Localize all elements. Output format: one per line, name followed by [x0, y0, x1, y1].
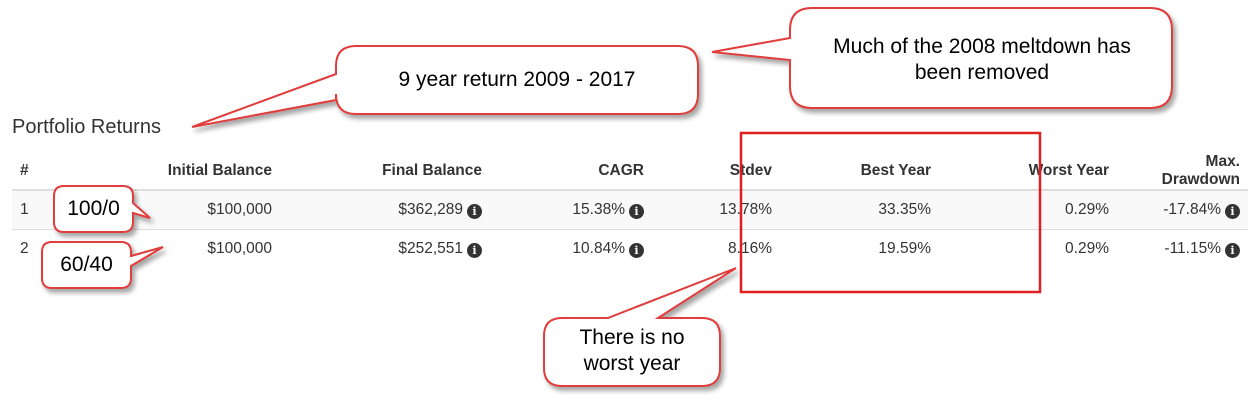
callout-no-worst-year-text: There is no worst year [579, 326, 685, 375]
final-balance-value: $362,289 [398, 201, 463, 218]
max-drawdown-cell: -11.15% i [1117, 229, 1248, 268]
worst-year-value: 0.29% [1065, 201, 1109, 218]
callout-no-worst-year-bubble [543, 267, 737, 387]
table-row: 1 $100,000 $362,289 i 15.38% i 13.78% 33.3… [12, 189, 1248, 230]
table-row: 2 $100,000 $252,551 i 10.84% i 8.16% 19.59… [12, 229, 1248, 268]
info-circle-icon[interactable]: i [629, 204, 644, 219]
stdev-cell: 8.16% [652, 229, 780, 268]
cagr-cell: 15.38% i [490, 189, 652, 230]
header-max-drawdown[interactable]: Max. Drawdown [1117, 152, 1248, 191]
header-initial-balance[interactable]: Initial Balance [50, 152, 280, 191]
info-circle-icon[interactable]: i [1225, 204, 1240, 219]
initial-balance-value: $100,000 [207, 240, 272, 257]
info-circle-icon[interactable]: i [467, 243, 482, 258]
info-circle-icon[interactable]: i [467, 204, 482, 219]
max-drawdown-value: -11.15% [1164, 240, 1221, 257]
max-drawdown-value: -17.84% [1163, 201, 1221, 218]
callout-allocation-1-text: 100/0 [67, 197, 120, 220]
cagr-value: 10.84% [572, 240, 625, 257]
stdev-value: 8.16% [728, 240, 772, 257]
callout-allocation-1-bubble [53, 185, 151, 233]
max-drawdown-cell: -17.84% i [1117, 189, 1248, 230]
info-circle-icon[interactable]: i [1225, 243, 1240, 258]
row-index: 1 [12, 189, 50, 230]
stdev-cell: 13.78% [652, 189, 780, 230]
header-best-year[interactable]: Best Year [780, 152, 939, 191]
portfolio-returns-table: # Initial Balance Final Balance CAGR Std… [12, 152, 1248, 268]
final-balance-cell: $362,289 i [280, 189, 490, 230]
worst-year-value: 0.29% [1065, 240, 1109, 257]
callout-allocation-2-bubble [41, 241, 164, 289]
portfolio-returns-title: Portfolio Returns [12, 116, 161, 138]
worst-year-cell: 0.29% [939, 189, 1117, 230]
callout-meltdown-bubble [711, 7, 1173, 109]
best-year-cell: 19.59% [780, 229, 939, 268]
callout-allocation-2-text: 60/40 [60, 253, 113, 276]
final-balance-value: $252,551 [398, 240, 463, 257]
worst-year-cell: 0.29% [939, 229, 1117, 268]
callout-return-period-text: 9 year return 2009 - 2017 [398, 68, 636, 91]
best-year-value: 19.59% [878, 240, 931, 257]
table-header-row: # Initial Balance Final Balance CAGR Std… [12, 152, 1248, 191]
info-circle-icon[interactable]: i [629, 243, 644, 258]
header-index[interactable]: # [12, 152, 50, 191]
header-cagr[interactable]: CAGR [490, 152, 652, 191]
cagr-value: 15.38% [572, 201, 625, 218]
header-worst-year[interactable]: Worst Year [939, 152, 1117, 191]
stdev-value: 13.78% [719, 201, 772, 218]
highlight-box [739, 131, 1042, 294]
best-year-cell: 33.35% [780, 189, 939, 230]
initial-balance-value: $100,000 [207, 201, 272, 218]
best-year-value: 33.35% [878, 201, 931, 218]
header-final-balance[interactable]: Final Balance [280, 152, 490, 191]
callout-meltdown-text: Much of the 2008 meltdown has been remov… [833, 35, 1131, 84]
final-balance-cell: $252,551 i [280, 229, 490, 268]
cagr-cell: 10.84% i [490, 229, 652, 268]
callout-return-period-bubble [191, 45, 699, 128]
